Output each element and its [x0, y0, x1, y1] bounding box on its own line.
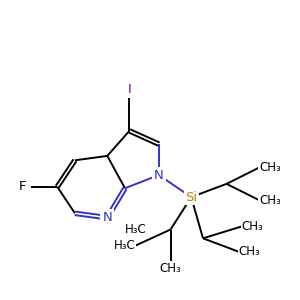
Text: CH₃: CH₃ [259, 194, 281, 207]
Text: CH₃: CH₃ [160, 262, 182, 275]
Text: CH₃: CH₃ [259, 161, 281, 174]
Text: H₃C: H₃C [125, 223, 147, 236]
Text: Si: Si [185, 190, 197, 204]
Text: N: N [154, 169, 164, 182]
Text: H₃C: H₃C [113, 239, 135, 252]
Text: I: I [128, 82, 131, 95]
Text: CH₃: CH₃ [238, 245, 260, 258]
Text: CH₃: CH₃ [241, 220, 263, 233]
Text: F: F [19, 180, 26, 193]
Text: N: N [102, 211, 112, 224]
